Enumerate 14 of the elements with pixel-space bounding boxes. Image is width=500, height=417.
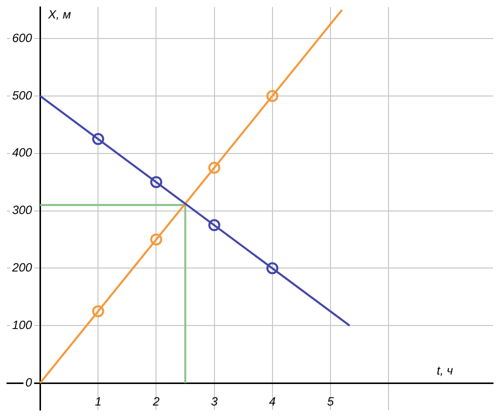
y-tick-label: 300 [12,203,32,218]
y-tick-label: 100 [12,318,32,332]
y-tick-label: 0 [25,375,32,390]
x-tick-label: 3 [210,394,218,409]
x-axis-title: t, ч [436,363,453,378]
y-tick-label: 500 [12,88,32,102]
y-tick-label: 400 [12,146,32,160]
x-tick-label: 1 [94,394,102,409]
y-tick-label: 600 [12,30,32,45]
x-tick-label: 2 [152,394,160,409]
x-tick-label: 5 [327,394,334,409]
y-axis-title: X, м [47,7,72,22]
y-tick-label: 200 [11,260,32,275]
x-tick-label: 4 [269,394,276,409]
